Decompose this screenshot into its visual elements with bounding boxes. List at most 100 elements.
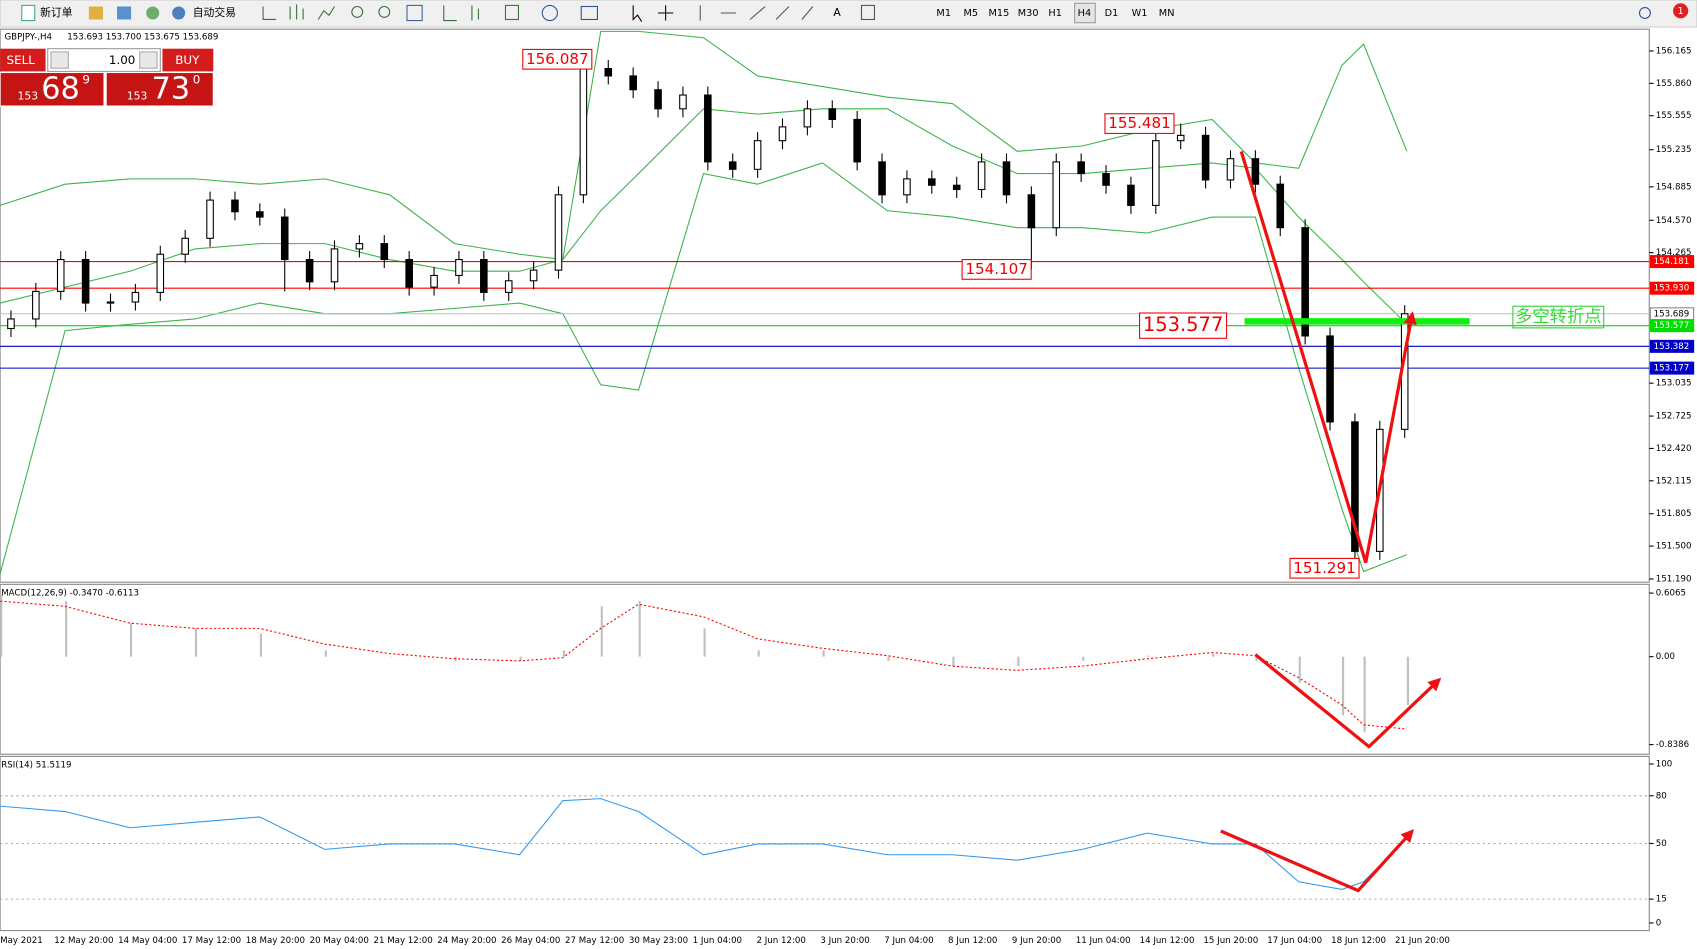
timeframe-button[interactable]: W1 — [1132, 8, 1148, 19]
macd-bar — [887, 656, 890, 661]
notification-badge[interactable] — [1673, 3, 1689, 19]
y-tick-label: 153.035 — [1656, 379, 1692, 389]
lots-value[interactable]: 1.00 — [109, 53, 135, 67]
price-label: 153.382 — [1654, 342, 1690, 352]
sell-label[interactable]: SELL — [7, 53, 36, 67]
y-tick-label: 100 — [1656, 759, 1673, 769]
macd-bar — [1406, 656, 1410, 705]
bid-big: 153 — [17, 89, 38, 102]
timeframe-button[interactable]: MN — [1159, 8, 1175, 19]
icon[interactable] — [88, 6, 103, 20]
candle-body — [1226, 158, 1235, 181]
timeframe-button[interactable]: D1 — [1105, 8, 1119, 19]
timeframe-button[interactable]: M30 — [1018, 8, 1039, 19]
candle-body — [903, 178, 911, 196]
candle-body — [778, 126, 787, 142]
icon[interactable] — [860, 4, 876, 21]
candle-body — [1176, 134, 1185, 142]
timeframe-button[interactable]: M1 — [936, 8, 951, 19]
candle-body — [753, 140, 762, 170]
price-annotation: 153.577 — [1143, 313, 1224, 336]
macd-bar — [129, 623, 133, 657]
symbol-title: GBPJPY-,H4 — [4, 32, 52, 42]
candle-body — [504, 280, 513, 293]
price-annotation: 154.107 — [965, 260, 1028, 278]
bid-box[interactable] — [0, 71, 105, 107]
x-tick-label: 7 Jun 04:00 — [884, 936, 933, 946]
icon[interactable] — [504, 4, 520, 21]
candle-body — [679, 94, 687, 110]
timeframe-button[interactable]: H1 — [1048, 8, 1062, 19]
icon[interactable] — [317, 6, 335, 20]
toolbar: 新订单 自动交易 A M1 M5 M15 M30 H1 H4 D1 W1 MN 1 — [0, 0, 1697, 28]
y-tick-label: 154.570 — [1656, 216, 1692, 226]
candle-body — [480, 258, 488, 293]
active-timeframe — [1074, 2, 1096, 24]
x-tick-label: 2 Jun 12:00 — [757, 936, 806, 946]
icon[interactable] — [351, 5, 364, 18]
icon[interactable] — [146, 6, 160, 20]
icon[interactable] — [443, 5, 479, 22]
auto-trading-icon[interactable] — [172, 6, 186, 20]
icon[interactable] — [541, 4, 558, 22]
lots-input[interactable] — [47, 48, 161, 72]
one-click-trading: SELL 1.00 BUY 153 68 9 153 73 0 — [0, 48, 214, 107]
candle-body — [1251, 158, 1260, 185]
price-label-bg — [1649, 281, 1695, 295]
candle-body — [654, 89, 662, 110]
candle-body — [1326, 335, 1334, 423]
macd-bar — [1341, 656, 1345, 716]
icon[interactable] — [289, 4, 304, 20]
x-tick-label: 9 Jun 20:00 — [1012, 936, 1061, 946]
y-tick-label: 0.00 — [1656, 652, 1675, 662]
price-label: 153.689 — [1654, 309, 1690, 319]
y-tick-label: 154.885 — [1656, 182, 1692, 192]
lots-down[interactable] — [50, 51, 69, 69]
auto-trading-button[interactable]: 自动交易 — [193, 5, 236, 19]
icon[interactable] — [262, 6, 277, 21]
candle-body — [181, 237, 189, 255]
icon[interactable] — [658, 5, 674, 21]
text-tool[interactable]: A — [833, 6, 841, 19]
candle-body — [256, 211, 264, 218]
candle-body — [1152, 140, 1160, 206]
candle-body — [106, 301, 115, 304]
candle-body — [206, 199, 214, 239]
y-tick-label: -0.8386 — [1656, 740, 1689, 750]
ask-box[interactable] — [105, 71, 214, 107]
icon[interactable] — [406, 4, 423, 22]
search-icon[interactable] — [1638, 7, 1651, 19]
buy-button[interactable] — [162, 48, 214, 72]
x-tick-label: 15 Jun 20:00 — [1203, 936, 1258, 946]
icon[interactable] — [378, 5, 391, 18]
y-tick-label: 154.265 — [1656, 248, 1692, 258]
x-tick-label: 27 May 12:00 — [565, 936, 624, 946]
sell-button[interactable] — [0, 48, 46, 72]
note-box — [1512, 305, 1605, 329]
candle-body — [803, 108, 812, 128]
macd-bar — [389, 656, 392, 658]
new-order-button[interactable]: 新订单 — [40, 5, 73, 19]
timeframe-button[interactable]: M5 — [963, 8, 978, 19]
macd-bar — [194, 628, 198, 657]
x-tick-label: 8 Jun 12:00 — [948, 936, 997, 946]
macd-signal — [0, 600, 1407, 730]
lots-up[interactable] — [139, 51, 158, 69]
x-tick-label: 24 May 20:00 — [437, 936, 496, 946]
icon[interactable] — [580, 5, 598, 21]
price-annotation-box — [1104, 113, 1175, 134]
macd-bar — [1212, 653, 1215, 657]
x-tick-label: 21 Jun 20:00 — [1395, 936, 1450, 946]
icon[interactable] — [632, 5, 643, 22]
buy-label[interactable]: BUY — [175, 53, 200, 67]
y-tick-label: 0 — [1656, 918, 1662, 928]
y-tick-label: 155.860 — [1656, 79, 1692, 89]
timeframe-button[interactable]: H4 — [1078, 8, 1092, 19]
icon[interactable] — [117, 6, 132, 20]
candle-body — [554, 194, 563, 271]
candle-body — [1276, 183, 1285, 229]
timeframe-button[interactable]: M15 — [989, 8, 1010, 19]
new-order-icon[interactable] — [21, 4, 36, 22]
y-tick-label: 80 — [1656, 791, 1667, 801]
icon[interactable] — [699, 5, 814, 21]
